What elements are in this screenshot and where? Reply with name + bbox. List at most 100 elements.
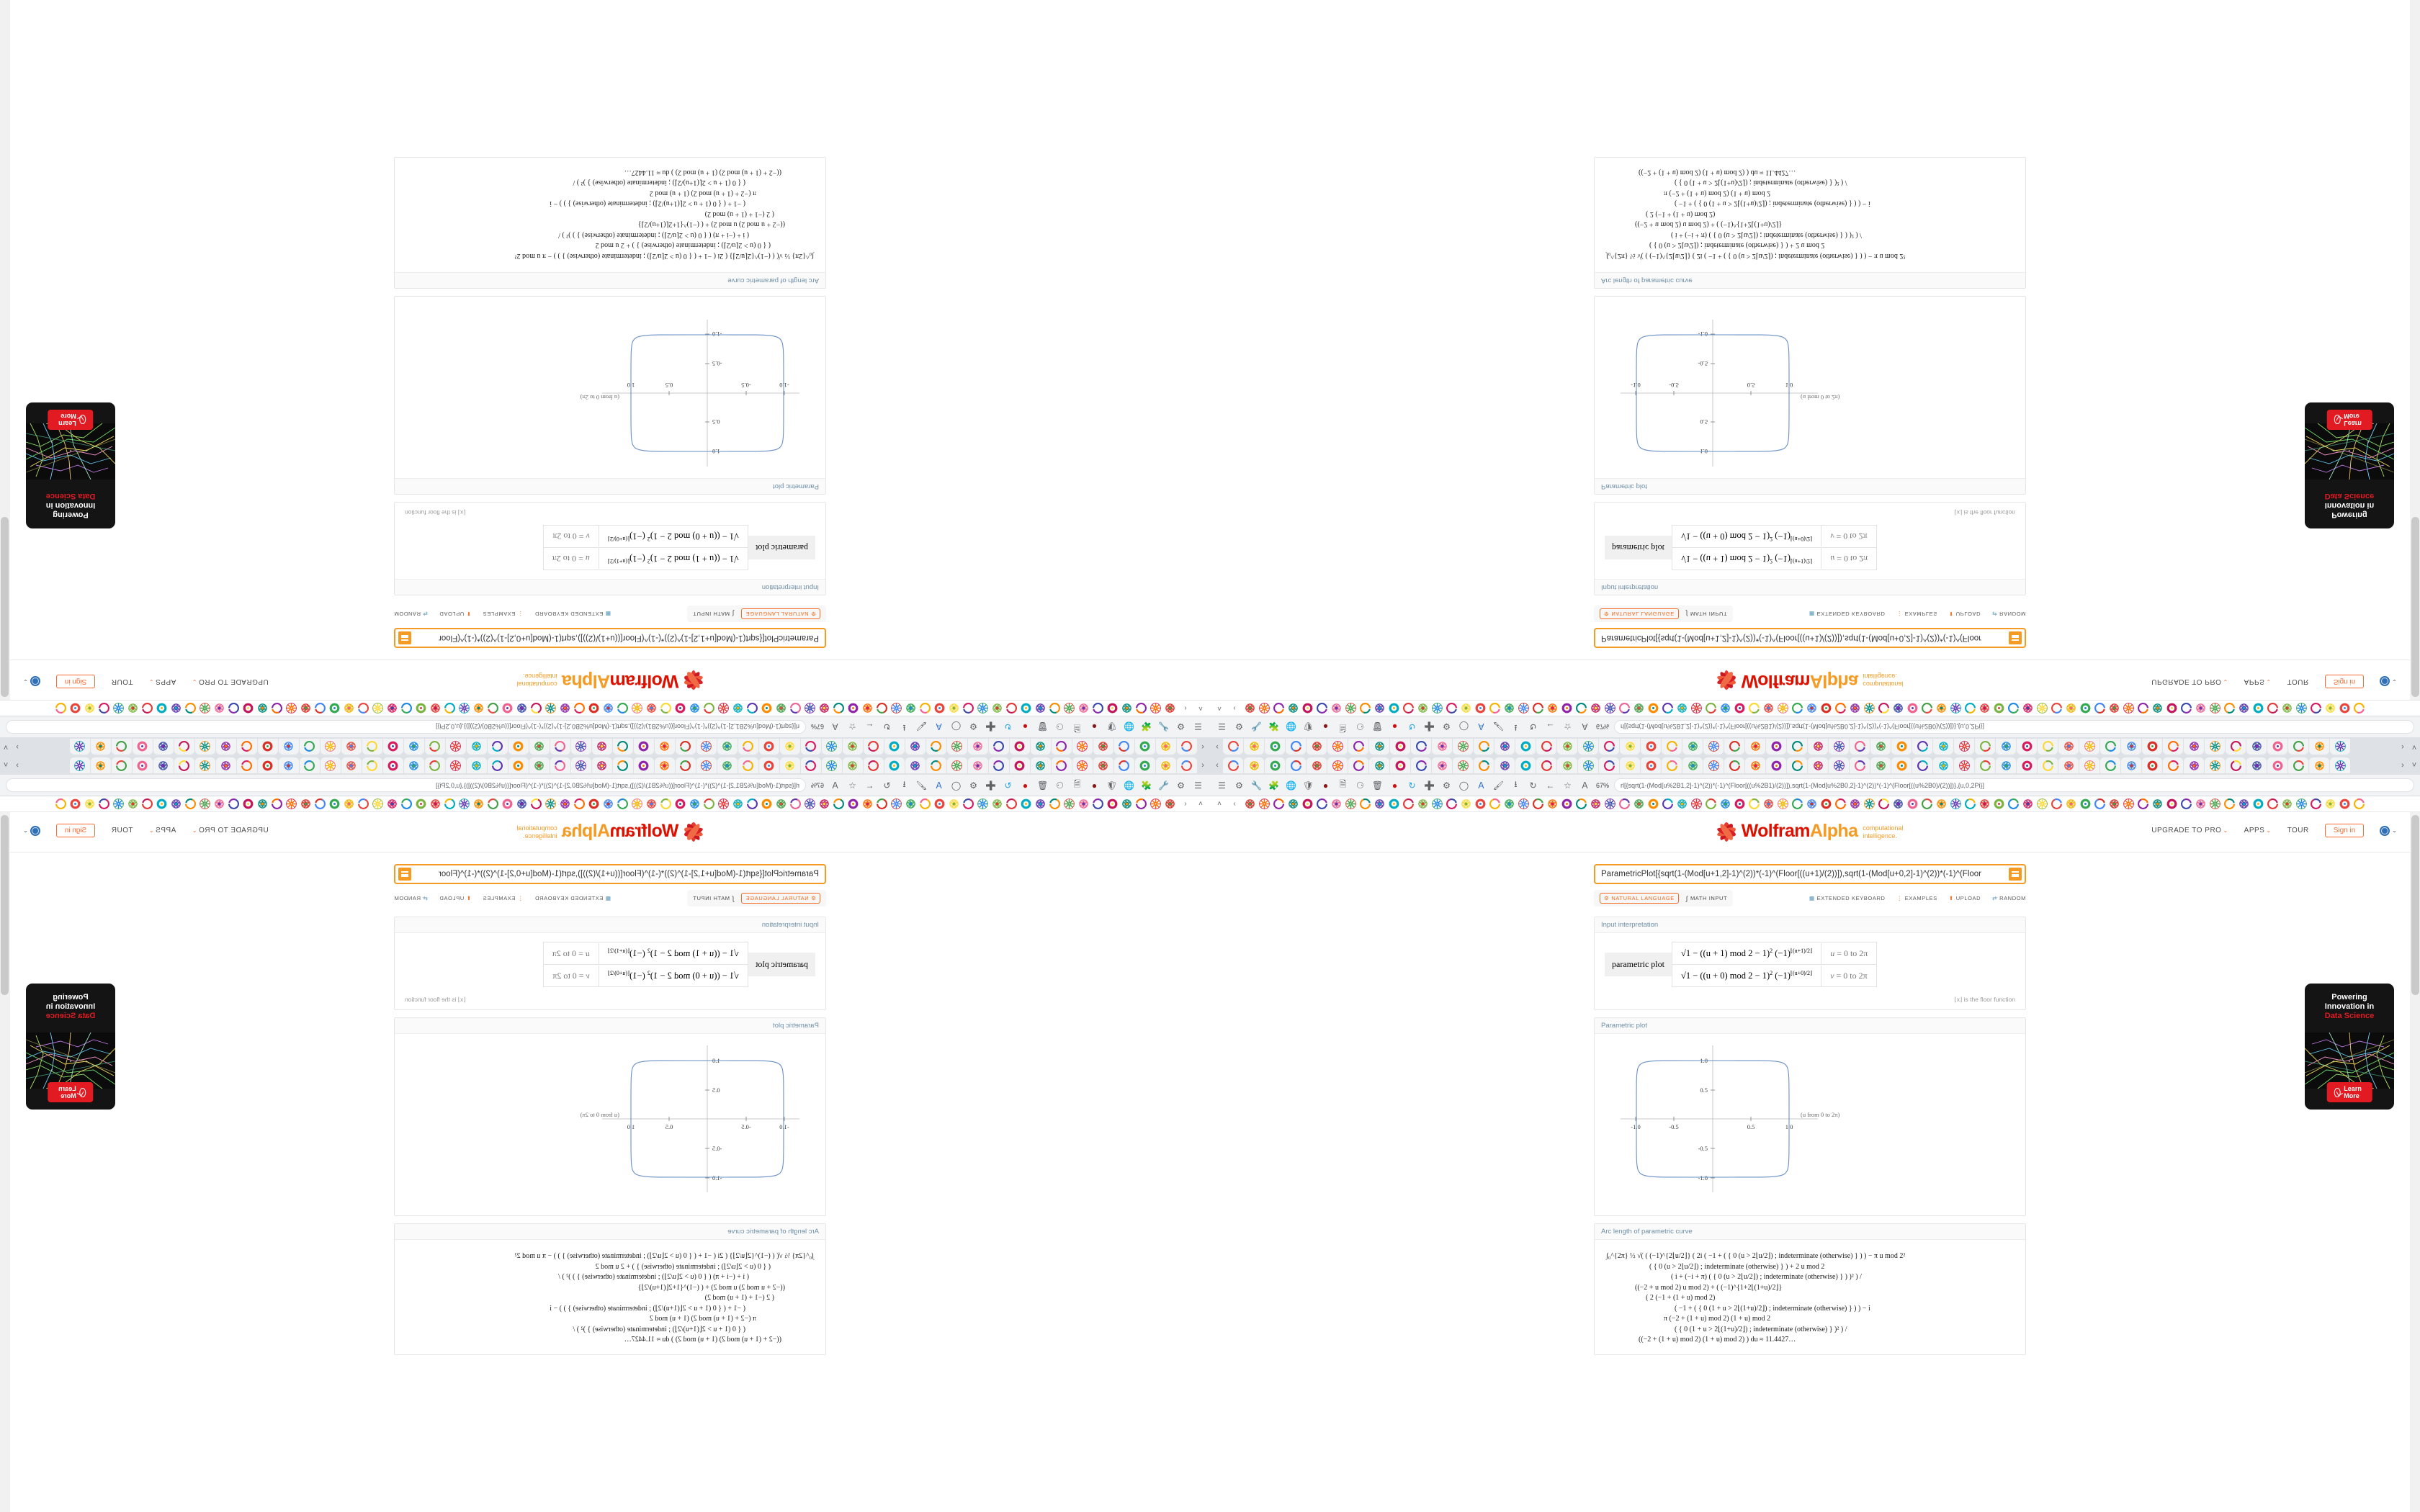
browser-tab[interactable] [1432,739,1452,755]
browser-tab[interactable] [2267,757,2287,773]
random-button[interactable]: ⇄ RANDOM [1992,895,2026,901]
bookmark-item[interactable] [457,702,472,715]
highlighter-icon[interactable]: 🖌 [915,721,928,732]
bookmark-item[interactable] [1991,798,2006,811]
browser-tab[interactable] [2226,739,2246,755]
browser-tab-strip[interactable]: ‹ › ˅ [0,737,1210,756]
browser-tab[interactable] [592,757,612,773]
bookmark-item[interactable] [1149,798,1163,811]
bookmark-item[interactable] [1019,702,1034,715]
wolframalpha-logo[interactable]: WolframAlpha computational intelligence. [517,821,704,842]
browser-tab[interactable] [1453,739,1473,755]
natural-language-button[interactable]: ⚙ NATURAL LANGUAGE [741,608,820,619]
promo-ad-card[interactable]: Powering Innovation in Data Science [2305,402,2394,528]
bookmark-item[interactable] [1502,702,1516,715]
browser-tab[interactable] [1307,739,1327,755]
bookmark-item[interactable] [486,798,501,811]
wolframalpha-logo[interactable]: WolframAlpha computational intelligence. [1716,822,1903,842]
bookmark-item[interactable] [933,702,947,715]
bookmark-item[interactable] [1718,798,1732,811]
upload-button[interactable]: ⬆ UPLOAD [439,611,471,617]
browser-tab[interactable] [2163,739,2183,755]
back-arrow-icon[interactable]: ← [865,721,874,732]
input-tools-group[interactable]: ▦ EXTENDED KEYBOARD ⋮ EXAMPLES ⬆ UPLOAD [394,895,611,901]
bookmarks-bar[interactable]: ˄ ‹ [0,700,1210,716]
sync-icon[interactable]: ↻ [1004,721,1012,732]
browser-tab[interactable] [843,757,863,773]
random-button[interactable]: ⇄ RANDOM [394,895,428,901]
bookmark-item[interactable] [1559,798,1574,811]
browser-tab[interactable] [864,757,884,773]
sign-in-button[interactable]: Sign in [2324,675,2365,688]
input-tools-group[interactable]: ▦ EXTENDED KEYBOARD ⋮ EXAMPLES ⬆ UPLOAD [1809,611,2026,617]
plus-circle-icon[interactable]: ➕ [985,780,996,791]
plus-circle-icon[interactable]: ➕ [1424,780,1435,791]
browser-tab[interactable] [279,739,299,755]
bookmark-item[interactable] [630,702,645,715]
reload-icon[interactable]: ↻ [883,721,891,732]
bookmark-item[interactable] [284,798,299,811]
bookmark-item[interactable] [2049,798,2063,811]
bookmark-item[interactable] [2063,702,2078,715]
browser-tab[interactable] [696,739,717,755]
address-bar[interactable]: rl[{sqrt(1-(Mod[u%2B1,2]-1)^(2))*(-1)^(F… [1614,778,2414,792]
wrench-icon[interactable]: 🔧 [1158,721,1169,732]
bookmark-item[interactable] [1804,798,1819,811]
bookmark-item[interactable] [645,798,659,811]
search-input[interactable]: ParametricPlot[{sqrt(1-(Mod[u+1,2]-1)^(2… [438,634,819,642]
bookmark-item[interactable] [2150,798,2164,811]
bookmark-item[interactable] [918,702,933,715]
bookmark-item[interactable] [2035,798,2049,811]
bookmark-item[interactable] [688,798,702,811]
browser-tab[interactable] [341,757,362,773]
record-circle-icon[interactable]: ● [1022,780,1028,791]
browser-tab[interactable] [1808,739,1828,755]
bookmark-item[interactable] [2063,798,2078,811]
browser-tab[interactable] [1474,739,1494,755]
input-toolbar[interactable]: ⚙ NATURAL LANGUAGE ∫ MATH INPUT ▦ EXTEND… [394,606,826,622]
gear-icon[interactable]: ⚙ [1235,721,1243,732]
settings-gear-icon[interactable]: ⚙ [1443,780,1451,791]
bookmark-item[interactable] [1747,702,1761,715]
page-scrollbar-thumb[interactable] [1,815,9,995]
browser-tab[interactable] [1808,757,1828,773]
colorwheel-icon[interactable]: ⚆ [1356,780,1364,791]
bookmark-item[interactable] [2020,798,2035,811]
bookmark-item[interactable] [2222,798,2236,811]
browser-tab[interactable] [905,757,926,773]
extended-keyboard-button[interactable]: ▦ EXTENDED KEYBOARD [535,895,611,901]
browser-tab[interactable] [2288,757,2308,773]
search-input[interactable]: ParametricPlot[{sqrt(1-(Mod[u+1,2]-1)^(2… [1601,870,1982,878]
bookmark-collapse-icon[interactable]: ˄ [1217,704,1222,712]
bookmark-item[interactable] [1300,702,1314,715]
bookmark-item[interactable] [1862,798,1876,811]
parametric-plot-chart[interactable]: -1.0 -0.5 0.5 1.0 1.0 0.5 -0.5 -1.0 (u f… [405,1043,815,1207]
tab-scroll-right-icon[interactable]: › [16,742,19,751]
adblock-icon[interactable]: ● [1091,780,1098,791]
bookmark-item[interactable] [198,702,212,715]
bookmark-item[interactable] [947,702,962,715]
bookmark-item[interactable] [1732,798,1747,811]
bookmark-item[interactable] [2179,798,2193,811]
browser-tab[interactable] [1933,739,1953,755]
globe-icon[interactable]: 🌐 [1124,721,1134,732]
record-circle-icon[interactable]: ● [1392,780,1398,791]
bookmark-item[interactable] [299,798,313,811]
bookmark-item[interactable] [1531,702,1545,715]
browser-tab[interactable] [279,757,299,773]
bookmark-item[interactable] [54,702,68,715]
wrench-icon[interactable]: 🔧 [1158,780,1169,791]
bookmark-item[interactable] [817,798,832,811]
browser-tab[interactable] [1578,757,1598,773]
bookmark-item[interactable] [429,702,443,715]
browser-tab[interactable] [1787,757,1807,773]
shield-icon[interactable]: 🛡 [1302,780,1314,791]
bookmark-item[interactable] [1559,702,1574,715]
shield-icon[interactable]: 🛡 [1106,780,1118,791]
bookmark-item[interactable] [357,702,371,715]
bookmark-item[interactable] [702,702,717,715]
browser-tab[interactable] [1327,739,1348,755]
browser-tab[interactable] [1891,739,1912,755]
bookmark-item[interactable] [2107,798,2121,811]
browser-tab[interactable] [1829,739,1849,755]
